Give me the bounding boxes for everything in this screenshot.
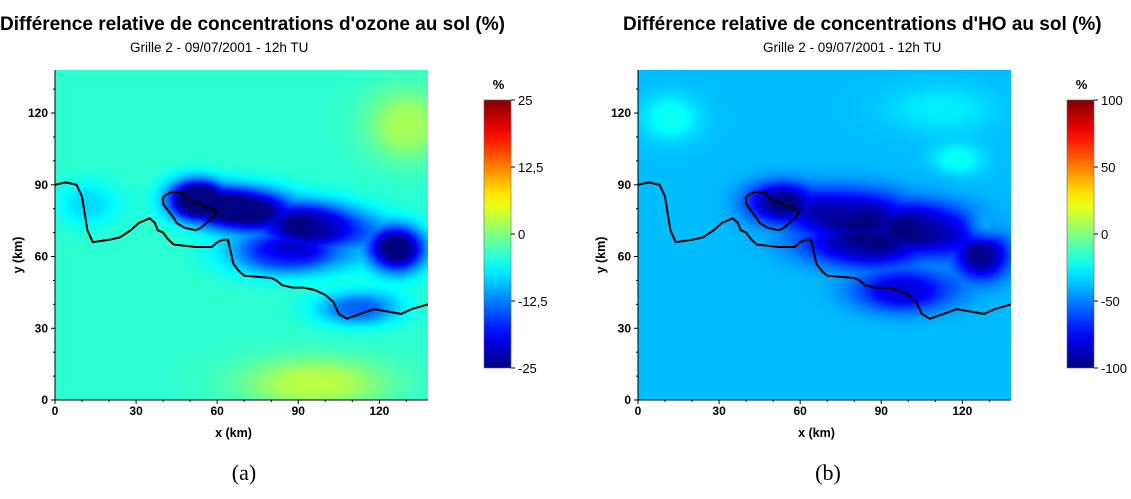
y-tick-label: 120 bbox=[28, 106, 48, 120]
chart-subtitle: Grille 2 - 09/07/2001 - 12h TU bbox=[763, 40, 942, 55]
colorbar-tick-label: 12,5 bbox=[518, 160, 543, 175]
colorbar-title: % bbox=[493, 77, 505, 92]
y-tick-label: 0 bbox=[41, 393, 48, 407]
x-tick-label: 90 bbox=[292, 404, 306, 418]
panel-ozone: Différence relative de concentrations d'… bbox=[0, 0, 565, 499]
field-raster bbox=[638, 70, 1011, 400]
chart-subtitle: Grille 2 - 09/07/2001 - 12h TU bbox=[130, 40, 309, 55]
colorbar-tick-label: -100 bbox=[1101, 361, 1127, 376]
y-tick-label: 120 bbox=[611, 106, 631, 120]
field-raster bbox=[55, 70, 428, 400]
x-tick-label: 0 bbox=[635, 404, 642, 418]
colorbar-tick-label: -12,5 bbox=[518, 294, 548, 309]
lake-outline bbox=[745, 191, 802, 232]
x-axis-label: x (km) bbox=[215, 426, 252, 440]
x-tick-label: 30 bbox=[129, 404, 143, 418]
chart-title: Différence relative de concentrations d'… bbox=[623, 14, 1102, 35]
lake-outline bbox=[162, 191, 219, 232]
figure-caption: (a) bbox=[231, 460, 257, 485]
y-tick-label: 30 bbox=[35, 321, 49, 335]
chart-title: Différence relative de concentrations d'… bbox=[0, 14, 505, 35]
colorbar-tick-label: -50 bbox=[1101, 294, 1120, 309]
colorbar-tick-label: -25 bbox=[518, 361, 537, 376]
y-axis-label: y (km) bbox=[11, 237, 25, 274]
colorbar-tick-label: 0 bbox=[518, 227, 525, 242]
x-tick-label: 120 bbox=[952, 404, 972, 418]
coastline bbox=[637, 181, 1012, 320]
x-tick-label: 120 bbox=[369, 404, 389, 418]
y-tick-label: 0 bbox=[624, 393, 631, 407]
ho-chart-svg: 0 30 60 90 120 0 30 60 90 120 x (km) y (km)% 100 50 0 -… bbox=[594, 70, 1127, 440]
y-tick-label: 60 bbox=[618, 250, 632, 264]
colorbar bbox=[1066, 99, 1095, 369]
figure-caption: (b) bbox=[815, 460, 841, 485]
colorbar bbox=[483, 99, 512, 369]
panel-ho: Différence relative de concentrations d'… bbox=[583, 0, 1131, 499]
colorbar-title: % bbox=[1076, 77, 1088, 92]
y-tick-label: 90 bbox=[618, 178, 632, 192]
colorbar-tick-label: 50 bbox=[1101, 160, 1115, 175]
x-tick-label: 60 bbox=[793, 404, 807, 418]
colorbar-tick-label: 25 bbox=[518, 93, 532, 108]
x-tick-label: 90 bbox=[875, 404, 889, 418]
x-tick-label: 60 bbox=[210, 404, 224, 418]
coastline bbox=[54, 181, 429, 320]
y-tick-label: 90 bbox=[35, 178, 49, 192]
colorbar-tick-label: 100 bbox=[1101, 93, 1123, 108]
x-axis-label: x (km) bbox=[798, 426, 835, 440]
ozone-chart-svg: 0 30 60 90 120 0 30 60 90 120 x (km) y (km)% 25 12,5 0… bbox=[11, 70, 548, 440]
y-tick-label: 60 bbox=[35, 250, 49, 264]
y-axis-label: y (km) bbox=[594, 237, 608, 274]
colorbar-tick-label: 0 bbox=[1101, 227, 1108, 242]
x-tick-label: 30 bbox=[712, 404, 726, 418]
y-tick-label: 30 bbox=[618, 321, 632, 335]
x-tick-label: 0 bbox=[52, 404, 59, 418]
